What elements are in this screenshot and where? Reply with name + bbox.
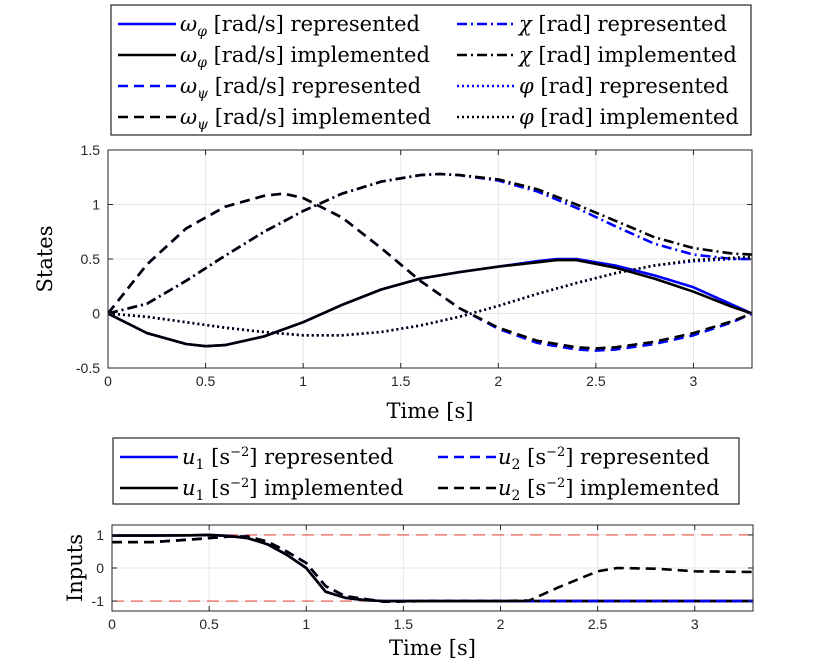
inputs-ytick-label-0: -1 bbox=[92, 593, 105, 609]
states-xtick-label-3: 1.5 bbox=[391, 373, 411, 389]
inputs-xlabel: Time [s] bbox=[389, 636, 476, 660]
states-legend-label-4: χ [rad] represented bbox=[517, 12, 727, 36]
states-xtick-label-0: 0 bbox=[104, 373, 112, 389]
inputs-xtick-label-3: 1.5 bbox=[394, 616, 414, 632]
inputs-xtick-label-6: 3 bbox=[691, 616, 699, 632]
inputs-legend-label-3: u2 [s−2] implemented bbox=[498, 476, 720, 504]
states-ytick-label-3: 1 bbox=[92, 197, 100, 213]
states-ylabel: States bbox=[33, 226, 57, 293]
states-series-1 bbox=[108, 258, 752, 348]
states-legend-label-2: ωψ [rad/s] represented bbox=[180, 74, 421, 102]
inputs-series-3 bbox=[112, 535, 753, 603]
inputs-xtick-label-5: 2.5 bbox=[588, 616, 608, 632]
states-series-5 bbox=[108, 172, 752, 315]
inputs-legend-label-2: u2 [s−2] represented bbox=[498, 445, 710, 473]
inputs-xtick-label-2: 1 bbox=[302, 616, 310, 632]
states-series-3 bbox=[108, 192, 752, 350]
states-legend-label-3: ωψ [rad/s] implemented bbox=[180, 105, 431, 133]
inputs-panel: u1 [s−2] represented u1 [s−2] implemented… bbox=[63, 437, 754, 660]
inputs-xtick-label-1: 0.5 bbox=[199, 616, 219, 632]
states-ytick-label-2: 0.5 bbox=[81, 251, 101, 267]
states-xtick-label-6: 3 bbox=[690, 373, 698, 389]
inputs-xtick-label-4: 2 bbox=[497, 616, 505, 632]
states-legend-label-1: ωφ [rad/s] implemented bbox=[180, 43, 430, 71]
inputs-ytick-label-2: 1 bbox=[96, 527, 104, 543]
inputs-ytick-label-1: 0 bbox=[96, 560, 104, 576]
states-xlabel: Time [s] bbox=[387, 399, 474, 423]
states-series-7 bbox=[108, 255, 752, 337]
inputs-legend-label-0: u1 [s−2] represented bbox=[182, 445, 394, 473]
inputs-legend-box bbox=[112, 437, 740, 505]
states-xtick-label-5: 2.5 bbox=[586, 373, 606, 389]
inputs-legend-label-1: u1 [s−2] implemented bbox=[182, 476, 404, 504]
states-ytick-label-1: 0 bbox=[92, 306, 100, 322]
states-ytick-label-4: 1.5 bbox=[81, 142, 101, 158]
states-xtick-label-4: 2 bbox=[494, 373, 502, 389]
inputs-xtick-label-0: 0 bbox=[108, 616, 116, 632]
states-xtick-label-1: 0.5 bbox=[196, 373, 216, 389]
states-ytick-label-0: -0.5 bbox=[76, 360, 100, 376]
states-legend-label-5: χ [rad] implemented bbox=[517, 43, 737, 67]
inputs-ylabel: Inputs bbox=[63, 534, 87, 602]
states-legend-label-7: φ [rad] implemented bbox=[519, 105, 739, 129]
states-legend-label-0: ωφ [rad/s] represented bbox=[180, 12, 420, 40]
states-legend-label-6: φ [rad] represented bbox=[519, 74, 729, 98]
states-legend-box bbox=[110, 4, 752, 136]
states-xtick-label-2: 1 bbox=[299, 373, 307, 389]
states-panel: ωφ [rad/s] represented ωφ [rad/s] impleme… bbox=[33, 4, 753, 423]
